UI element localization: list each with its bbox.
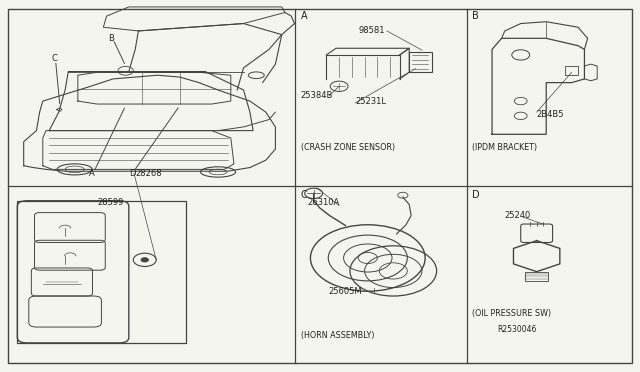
Text: B: B <box>108 34 115 43</box>
Text: 25231L: 25231L <box>355 97 386 106</box>
Text: A: A <box>90 169 95 177</box>
Text: B: B <box>472 11 479 21</box>
Bar <box>565 66 578 75</box>
Text: A: A <box>301 11 307 21</box>
Text: C: C <box>301 190 308 200</box>
Text: 25384B: 25384B <box>301 91 333 100</box>
Text: (IPDM BRACKET): (IPDM BRACKET) <box>472 143 537 152</box>
Bar <box>409 52 431 72</box>
Bar <box>525 272 548 281</box>
Text: 25240: 25240 <box>505 211 531 220</box>
Text: 25605M: 25605M <box>329 287 362 296</box>
Text: C: C <box>51 54 57 63</box>
Circle shape <box>141 258 148 262</box>
Text: D: D <box>129 169 135 177</box>
Text: (CRASH ZONE SENSOR): (CRASH ZONE SENSOR) <box>301 143 395 152</box>
Text: 2B4B5: 2B4B5 <box>537 109 564 119</box>
Text: R2530046: R2530046 <box>497 326 536 334</box>
Text: (HORN ASSEMBLY): (HORN ASSEMBLY) <box>301 331 374 340</box>
Text: D: D <box>472 190 479 200</box>
Text: 28268: 28268 <box>135 169 162 177</box>
Bar <box>17 201 186 343</box>
Text: (OIL PRESSURE SW): (OIL PRESSURE SW) <box>472 309 551 318</box>
Text: 28599: 28599 <box>97 198 124 207</box>
Text: 26310A: 26310A <box>307 198 339 207</box>
Text: 98581: 98581 <box>358 26 385 35</box>
